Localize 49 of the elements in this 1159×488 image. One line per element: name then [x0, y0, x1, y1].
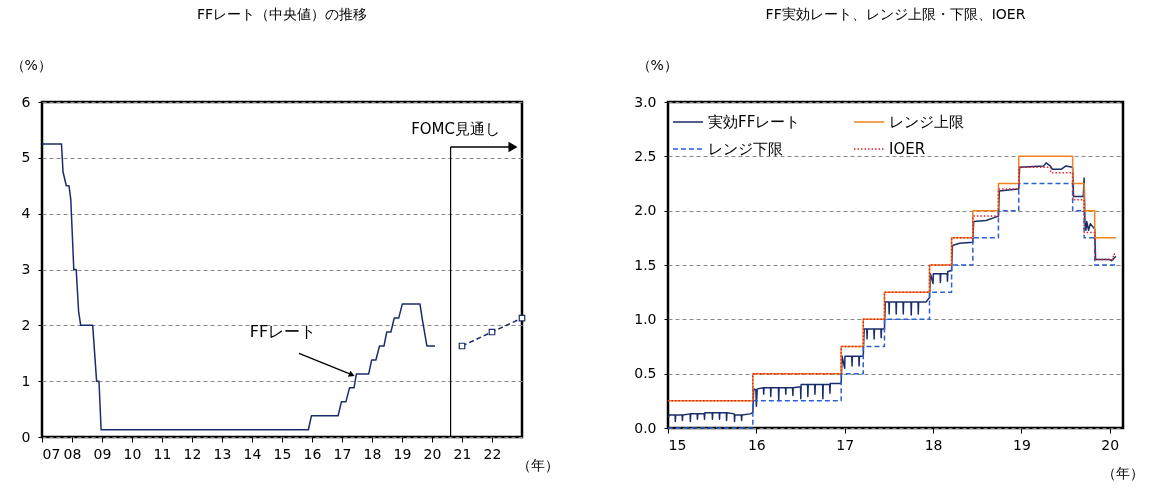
legend-label: IOER [889, 140, 926, 158]
x-tick-label: 17 [836, 436, 855, 453]
y-axis-title: （%） [636, 56, 678, 73]
y-tick-label: 1 [21, 372, 31, 389]
y-tick-label: 4 [21, 205, 31, 222]
x-tick-label: 16 [303, 445, 322, 462]
y-tick-label: 3.0 [634, 93, 657, 110]
x-tick-label: 10 [123, 445, 142, 462]
x-tick-label: 21 [453, 445, 472, 462]
x-tick-label: 07 [42, 445, 61, 462]
y-tick-label: 0.5 [634, 365, 657, 382]
x-tick-label: 09 [93, 445, 112, 462]
ref-line-label: FOMC見通し [411, 120, 500, 138]
y-axis-title: （%） [10, 56, 52, 73]
x-axis-title: （年） [516, 456, 559, 473]
x-axis-title: （年） [1101, 464, 1144, 481]
x-tick-label: 11 [153, 445, 172, 462]
x-tick-label: 14 [243, 445, 262, 462]
x-tick-label: 18 [924, 436, 943, 453]
y-tick-label: 2 [21, 316, 31, 333]
x-tick-label: 19 [1012, 436, 1031, 453]
line-series [41, 143, 436, 431]
x-tick-label: 20 [1101, 436, 1120, 453]
x-tick-label: 16 [747, 436, 766, 453]
y-tick-label: 2.0 [634, 202, 657, 219]
y-tick-label: 0 [21, 428, 31, 445]
y-tick-label: 1.5 [634, 256, 657, 273]
y-tick-label: 0.0 [634, 419, 657, 436]
legend-label: 実効FFレート [708, 113, 801, 131]
x-tick-label: 12 [183, 445, 202, 462]
legend-label: レンジ下限 [708, 140, 783, 158]
x-tick-label: 19 [393, 445, 412, 462]
x-tick-label: 22 [483, 445, 502, 462]
x-tick-label: 08 [63, 445, 82, 462]
y-tick-label: 5 [21, 149, 31, 166]
x-tick-label: 17 [333, 445, 352, 462]
y-tick-label: 6 [21, 93, 31, 110]
annotation: FFレート [249, 322, 317, 342]
x-tick-label: 15 [273, 445, 292, 462]
x-tick-label: 15 [668, 436, 687, 453]
chart-title: FF実効レート、レンジ上限・下限、IOER [765, 6, 1026, 22]
x-tick-label: 20 [423, 445, 442, 462]
x-tick-label: 18 [363, 445, 382, 462]
y-tick-label: 1.0 [634, 310, 657, 327]
x-tick-label: 13 [213, 445, 232, 462]
chart-title: FFレート（中央値）の推移 [196, 6, 368, 22]
y-tick-label: 2.5 [634, 147, 657, 164]
y-tick-label: 3 [21, 261, 31, 277]
legend-label: レンジ上限 [889, 113, 964, 131]
